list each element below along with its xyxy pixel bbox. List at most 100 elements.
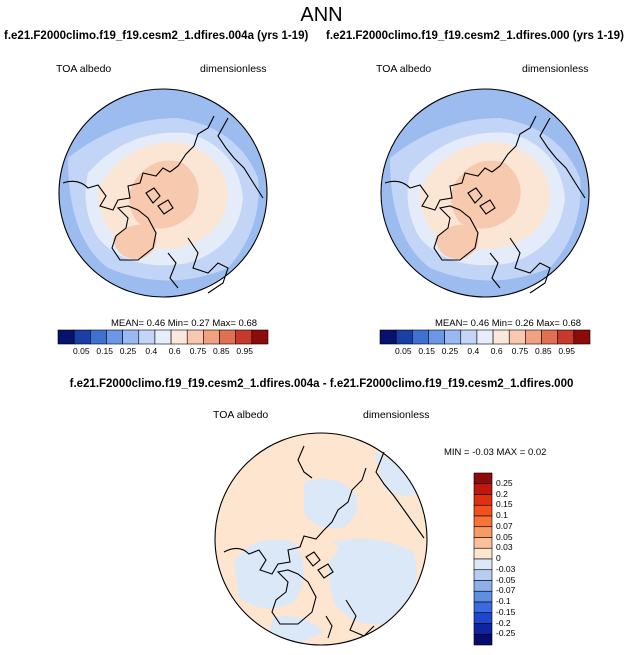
colorbar-swatch [473, 612, 493, 624]
colorbar-tick-label: 0.2 [496, 488, 508, 499]
colorbar-tick-label: -0.15 [496, 606, 516, 617]
panel-2-stats: MEAN= 0.46 Min= 0.26 Max= 0.68 [435, 318, 582, 329]
panel-3-units-label: dimensionless [363, 409, 430, 421]
panel-3-polar-map [214, 432, 428, 646]
colorbar-tick-label: 0.6 [490, 346, 503, 356]
negative-patch [329, 538, 417, 625]
colorbar-swatch [525, 329, 542, 345]
coastlines [223, 445, 425, 639]
colorbar-swatch [57, 329, 75, 345]
panel-1-units-label: dimensionless [200, 63, 267, 75]
colorbar-swatch [90, 329, 107, 345]
colorbar-tick-label: 0.95 [558, 346, 575, 356]
panel-1-colorbar-ticks: 0.05 0.15 0.25 0.4 0.6 0.75 0.85 0.95 [58, 346, 268, 358]
colorbar-tick-label: 0.25 [119, 346, 137, 356]
colorbar-swatch [473, 580, 493, 592]
colorbar-swatch [473, 558, 493, 571]
colorbar-tick-label: 0.05 [496, 531, 513, 542]
colorbar-swatch [154, 329, 172, 345]
colorbar-tick-label: -0.25 [496, 628, 516, 639]
colorbar-tick-label: -0.1 [496, 596, 511, 606]
colorbar-swatch [73, 329, 91, 345]
panel-3-title: f.e21.F2000climo.f19_f19.cesm2_1.dfires.… [69, 378, 574, 390]
panel-1-polar-map [58, 88, 268, 298]
colorbar-tick-label: 0.95 [236, 346, 253, 356]
coastlines [62, 115, 264, 294]
colorbar-swatch [473, 515, 493, 528]
colorbar-tick-label: 0.25 [441, 346, 459, 356]
colorbar-tick-label: 0.1 [496, 510, 508, 520]
map-border [58, 88, 268, 298]
panel-2-variable-label: TOA albedo [376, 63, 432, 75]
colorbar-tick-label: 0.4 [467, 346, 480, 356]
map-border [380, 88, 590, 298]
greenland-high-field [129, 160, 199, 229]
panel-2-colorbar [379, 329, 591, 345]
colorbar-tick-label: -0.2 [496, 617, 511, 628]
panel-1-variable-label: TOA albedo [56, 63, 112, 75]
map-border [214, 432, 428, 646]
colorbar-tick-label: 0.15 [418, 346, 435, 356]
panel-2-polar-map [380, 88, 590, 298]
colorbar-swatch [473, 472, 493, 485]
colorbar-swatch [473, 547, 493, 560]
colorbar-tick-label: 0.75 [189, 346, 207, 356]
colorbar-swatch [203, 329, 220, 345]
colorbar-tick-label: 0.6 [168, 346, 181, 356]
colorbar-swatch [395, 329, 413, 345]
panel-2-colorbar-ticks: 0.05 0.15 0.25 0.4 0.6 0.75 0.85 0.95 [380, 346, 590, 358]
colorbar-swatch [473, 633, 493, 646]
colorbar-tick-label: 0.75 [511, 346, 529, 356]
colorbar-swatch [473, 504, 493, 517]
colorbar-tick-label: 0.85 [213, 346, 230, 356]
colorbar-tick-label: 0.15 [496, 499, 513, 510]
colorbar-swatch [106, 329, 123, 345]
colorbar-tick-label: 0.25 [496, 477, 513, 488]
colorbar-tick-label: 0.03 [496, 542, 513, 553]
colorbar-swatch [186, 329, 204, 345]
colorbar-swatch [473, 483, 493, 495]
colorbar-swatch [251, 329, 269, 345]
colorbar-swatch [170, 329, 188, 345]
colorbar-swatch [138, 329, 156, 345]
positive-patch [314, 543, 339, 564]
colorbar-swatch [444, 329, 462, 345]
colorbar-tick-label: -0.05 [496, 574, 516, 585]
colorbar-swatch [473, 569, 493, 581]
colorbar-swatch [122, 329, 140, 345]
page-title: ANN [300, 4, 343, 26]
colorbar-swatch [473, 494, 493, 506]
colorbar-swatch [473, 590, 493, 603]
colorbar-tick-label: 0.4 [145, 346, 158, 356]
colorbar-swatch [473, 537, 493, 549]
panel-3-colorbar-ticks: 0.25 0.2 0.15 0.1 0.07 0.05 0.03 0 -0.03 -0.05 -0.… [496, 473, 526, 645]
panel-1-title: f.e21.F2000climo.f19_f19.cesm2_1.dfires.… [4, 30, 309, 42]
colorbar-swatch [573, 329, 591, 345]
colorbar-swatch [476, 329, 494, 345]
colorbar-swatch [235, 329, 253, 345]
colorbar-swatch [492, 329, 510, 345]
colorbar-swatch [219, 329, 236, 345]
colorbar-tick-label: 0.85 [535, 346, 552, 356]
colorbar-tick-label: -0.07 [496, 585, 516, 596]
colorbar-swatch [460, 329, 478, 345]
panel-3-variable-label: TOA albedo [213, 409, 269, 421]
colorbar-swatch [412, 329, 429, 345]
colorbar-swatch [541, 329, 558, 345]
colorbar-swatch [557, 329, 575, 345]
panel-3-stats: MIN = -0.03 MAX = 0.02 [444, 447, 547, 458]
greenland-ice-field [435, 224, 479, 259]
panel-2-units-label: dimensionless [522, 63, 589, 75]
panel-2-title: f.e21.F2000climo.f19_f19.cesm2_1.dfires.… [326, 30, 624, 42]
negative-patch [304, 478, 358, 528]
colorbar-swatch [428, 329, 445, 345]
panel-1-stats: MEAN= 0.46 Min= 0.27 Max= 0.68 [111, 318, 258, 329]
colorbar-swatch [473, 526, 493, 538]
colorbar-swatch [473, 601, 493, 614]
colorbar-swatch [508, 329, 526, 345]
colorbar-tick-label: 0 [496, 553, 501, 563]
greenland-high-field [451, 160, 521, 229]
colorbar-tick-label: 0.05 [395, 346, 412, 356]
panel-3-colorbar [473, 472, 493, 646]
greenland-ice-field [113, 224, 157, 259]
